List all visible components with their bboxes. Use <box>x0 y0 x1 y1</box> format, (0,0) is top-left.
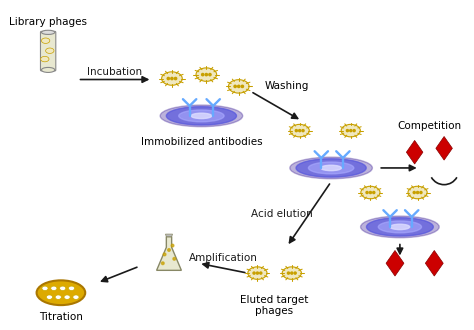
Ellipse shape <box>41 30 55 34</box>
Text: Amplification: Amplification <box>189 253 257 263</box>
Ellipse shape <box>408 186 427 199</box>
Ellipse shape <box>46 295 53 299</box>
Polygon shape <box>165 234 173 237</box>
Ellipse shape <box>42 286 48 290</box>
Ellipse shape <box>55 295 61 299</box>
Ellipse shape <box>302 130 304 132</box>
FancyBboxPatch shape <box>40 31 56 71</box>
Ellipse shape <box>162 262 164 265</box>
Ellipse shape <box>73 295 79 299</box>
Ellipse shape <box>174 78 177 80</box>
Ellipse shape <box>413 191 415 194</box>
Ellipse shape <box>390 224 410 230</box>
Polygon shape <box>386 250 404 276</box>
Ellipse shape <box>366 218 433 236</box>
Ellipse shape <box>321 165 341 171</box>
Text: Washing: Washing <box>264 81 309 91</box>
Ellipse shape <box>260 272 262 274</box>
Ellipse shape <box>60 286 66 290</box>
Ellipse shape <box>295 130 297 132</box>
Ellipse shape <box>196 68 217 81</box>
Ellipse shape <box>237 85 240 87</box>
Ellipse shape <box>341 124 360 137</box>
Ellipse shape <box>41 38 50 44</box>
Ellipse shape <box>290 124 309 137</box>
Ellipse shape <box>166 107 237 125</box>
Ellipse shape <box>64 295 70 299</box>
Ellipse shape <box>167 78 170 80</box>
Ellipse shape <box>296 159 366 177</box>
Ellipse shape <box>171 244 174 247</box>
Ellipse shape <box>179 110 224 122</box>
Ellipse shape <box>201 74 204 76</box>
Text: Competition: Competition <box>397 121 462 131</box>
Ellipse shape <box>282 267 301 279</box>
Ellipse shape <box>291 272 293 274</box>
Polygon shape <box>156 237 182 270</box>
Polygon shape <box>436 137 452 160</box>
Ellipse shape <box>373 191 375 194</box>
Ellipse shape <box>205 74 208 76</box>
Ellipse shape <box>378 221 421 233</box>
Ellipse shape <box>173 257 176 260</box>
Ellipse shape <box>51 286 57 290</box>
Ellipse shape <box>68 286 74 290</box>
Ellipse shape <box>369 191 372 194</box>
Ellipse shape <box>46 48 54 53</box>
Ellipse shape <box>309 162 354 174</box>
Polygon shape <box>425 250 443 276</box>
Ellipse shape <box>346 130 348 132</box>
Ellipse shape <box>168 249 170 251</box>
Ellipse shape <box>253 272 255 274</box>
Ellipse shape <box>160 105 243 127</box>
Ellipse shape <box>209 74 211 76</box>
Ellipse shape <box>299 130 301 132</box>
Text: Acid elution: Acid elution <box>251 209 312 219</box>
Text: Incubation: Incubation <box>87 67 143 77</box>
Ellipse shape <box>420 191 422 194</box>
Ellipse shape <box>361 216 439 238</box>
Ellipse shape <box>287 272 290 274</box>
Ellipse shape <box>353 130 355 132</box>
Ellipse shape <box>248 267 267 279</box>
Ellipse shape <box>41 67 55 73</box>
Ellipse shape <box>36 280 85 305</box>
Ellipse shape <box>256 272 258 274</box>
Ellipse shape <box>162 72 182 85</box>
Text: Titration: Titration <box>39 313 83 322</box>
Ellipse shape <box>366 191 368 194</box>
Ellipse shape <box>350 130 352 132</box>
Ellipse shape <box>361 186 380 199</box>
Ellipse shape <box>234 85 236 87</box>
Ellipse shape <box>290 157 373 179</box>
Text: Library phages: Library phages <box>9 17 87 27</box>
Ellipse shape <box>417 191 419 194</box>
Ellipse shape <box>241 85 244 87</box>
Ellipse shape <box>41 56 49 62</box>
Ellipse shape <box>163 253 166 256</box>
Text: Eluted target
phages: Eluted target phages <box>240 295 308 316</box>
Polygon shape <box>406 141 423 164</box>
Ellipse shape <box>171 78 173 80</box>
Ellipse shape <box>294 272 296 274</box>
Ellipse shape <box>191 113 212 118</box>
Ellipse shape <box>228 80 249 93</box>
Text: Immobilized antibodies: Immobilized antibodies <box>141 138 262 148</box>
